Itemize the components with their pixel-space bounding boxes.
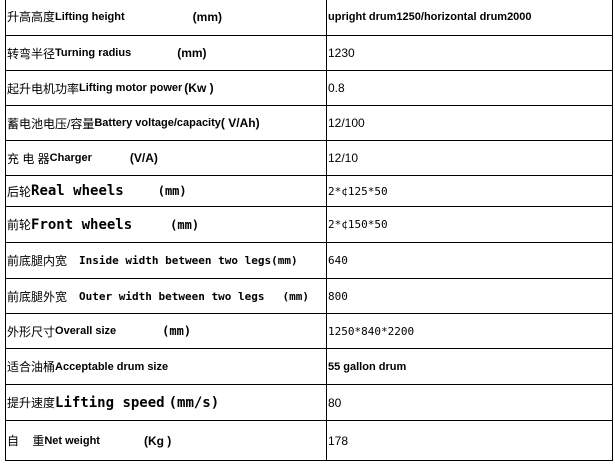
label-unit: (Kg ) bbox=[143, 433, 172, 448]
label-zh: 适合油桶 bbox=[7, 360, 56, 374]
spec-label: 自 重 Net weight (Kg ) bbox=[6, 421, 327, 460]
spec-label: 前底腿内宽 Inside width between two legs (mm) bbox=[6, 243, 327, 278]
spec-label: 前底腿外宽 Outer width between two legs (mm) bbox=[6, 279, 327, 313]
table-row: 充 电 器 Charger (V/A) 12/10 bbox=[6, 140, 612, 175]
table-row: 转弯半径 Turning radius (mm) 1230 bbox=[6, 35, 612, 70]
spec-label: 蓄电池电压/容量 Battery voltage/capacity( V/Ah) bbox=[6, 106, 327, 140]
label-en: Lifting speed bbox=[55, 394, 165, 411]
table-row: 提升速度 Lifting speed (mm/s) 80 bbox=[6, 384, 612, 420]
label-zh: 前轮 bbox=[7, 218, 32, 232]
label-unit: (V/A) bbox=[129, 151, 158, 165]
label-zh: 外形尺寸 bbox=[7, 324, 56, 339]
label-en: Battery voltage/capacity bbox=[94, 117, 221, 129]
label-zh: 自 重 bbox=[7, 434, 45, 448]
label-unit: ( V/Ah) bbox=[220, 116, 260, 130]
spec-value: 178 bbox=[328, 433, 349, 448]
label-en: Turning radius bbox=[55, 47, 132, 59]
spec-value: 80 bbox=[328, 395, 342, 410]
label-en: Charger bbox=[49, 152, 92, 164]
label-zh: 后轮 bbox=[7, 184, 32, 199]
spec-value: 12/10 bbox=[328, 151, 359, 165]
spec-label: 转弯半径 Turning radius (mm) bbox=[6, 36, 327, 70]
table-row: 后轮 Real wheels (mm) 2*¢125*50 bbox=[6, 175, 612, 206]
label-en: Acceptable drum size bbox=[55, 360, 169, 373]
spec-value: 2*¢150*50 bbox=[328, 218, 388, 231]
label-en: Lifting motor power bbox=[79, 82, 183, 94]
spec-label: 前轮 Front wheels (mm) bbox=[6, 207, 327, 242]
label-unit: (mm) bbox=[170, 217, 200, 232]
table-row: 适合油桶 Acceptable drum size 55 gallon drum bbox=[6, 348, 612, 384]
spec-label: 提升速度 Lifting speed (mm/s) bbox=[6, 385, 327, 420]
label-en: Outer width between two legs bbox=[79, 289, 265, 303]
table-row: 前底腿外宽 Outer width between two legs (mm) 80… bbox=[6, 278, 612, 313]
label-zh: 充 电 器 bbox=[7, 151, 50, 166]
label-unit: (mm) bbox=[177, 46, 207, 60]
spec-label: 升高高度 Lifting height (mm) bbox=[6, 0, 327, 35]
spec-value: 640 bbox=[328, 254, 348, 267]
spec-value: 1250*840*2200 bbox=[328, 324, 415, 338]
spec-table: 升高高度 Lifting height (mm) upright drum1250… bbox=[5, 0, 613, 461]
spec-value: 1230 bbox=[328, 46, 355, 60]
spec-value: 2*¢125*50 bbox=[328, 184, 388, 198]
spec-label: 起升电机功率 Lifting motor power (Kw ) bbox=[6, 71, 327, 105]
label-en: Net weight bbox=[44, 434, 100, 447]
table-row: 前底腿内宽 Inside width between two legs (mm) 6… bbox=[6, 242, 612, 278]
spec-label: 外形尺寸 Overall size (mm) bbox=[6, 314, 327, 348]
label-unit: (mm) bbox=[192, 9, 223, 24]
label-zh: 升高高度 bbox=[7, 10, 56, 24]
label-zh: 提升速度 bbox=[7, 396, 56, 410]
label-en: Inside width between two legs bbox=[79, 254, 272, 267]
table-row: 蓄电池电压/容量 Battery voltage/capacity( V/Ah)… bbox=[6, 105, 612, 140]
label-zh: 前底腿外宽 bbox=[7, 289, 68, 304]
spec-value: 0.8 bbox=[328, 81, 345, 95]
label-zh: 蓄电池电压/容量 bbox=[7, 116, 95, 131]
spec-label: 充 电 器 Charger (V/A) bbox=[6, 141, 327, 175]
label-unit: (mm) bbox=[271, 254, 298, 267]
table-row: 起升电机功率 Lifting motor power (Kw ) 0.8 bbox=[6, 70, 612, 105]
label-unit: (mm) bbox=[157, 184, 187, 198]
spec-value: 12/100 bbox=[328, 116, 365, 130]
label-unit: (Kw ) bbox=[184, 81, 214, 95]
table-row: 升高高度 Lifting height (mm) upright drum1250… bbox=[6, 0, 612, 35]
table-row: 外形尺寸 Overall size (mm) 1250*840*2200 bbox=[6, 313, 612, 348]
label-en: Real wheels bbox=[31, 183, 124, 199]
label-en: Lifting height bbox=[55, 10, 125, 23]
spec-value: 55 gallon drum bbox=[328, 360, 407, 373]
spec-label: 后轮 Real wheels (mm) bbox=[6, 176, 327, 206]
label-zh: 起升电机功率 bbox=[7, 81, 80, 96]
label-en: Overall size bbox=[55, 325, 117, 337]
label-zh: 前底腿内宽 bbox=[7, 254, 68, 268]
label-en: Front wheels bbox=[31, 216, 133, 233]
table-row: 前轮 Front wheels (mm) 2*¢150*50 bbox=[6, 206, 612, 242]
spec-value: 800 bbox=[328, 289, 348, 303]
label-unit: (mm) bbox=[162, 324, 192, 338]
spec-value: upright drum1250/horizontal drum2000 bbox=[328, 10, 532, 23]
label-zh: 转弯半径 bbox=[7, 46, 56, 61]
label-unit: (mm/s) bbox=[168, 394, 220, 411]
table-row: 自 重 Net weight (Kg ) 178 bbox=[6, 420, 612, 460]
label-unit: (mm) bbox=[282, 289, 309, 303]
spec-label: 适合油桶 Acceptable drum size bbox=[6, 349, 327, 384]
